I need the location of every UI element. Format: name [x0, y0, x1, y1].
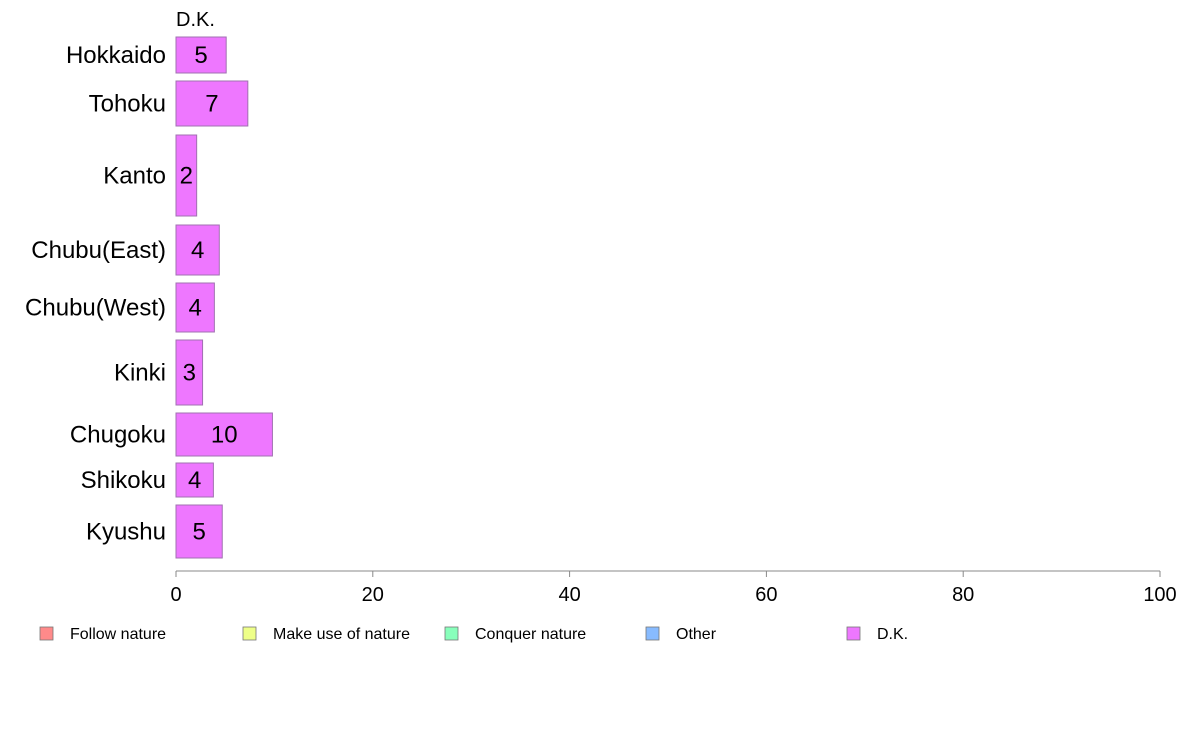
legend-label: Other	[676, 626, 717, 643]
legend-label: Make use of nature	[273, 626, 410, 643]
legend-swatch	[645, 626, 660, 641]
x-tick-label: 0	[170, 584, 181, 606]
bar-value-label: 4	[191, 237, 204, 264]
legend-label: Follow nature	[70, 626, 166, 643]
bar	[175, 339, 204, 406]
bar-value-label: 4	[189, 295, 202, 322]
region-label: Hokkaido	[66, 42, 166, 69]
x-tick-label: 80	[952, 584, 974, 606]
bar-value-label: 5	[194, 42, 207, 69]
region-label: Shikoku	[81, 467, 166, 494]
bar	[175, 224, 220, 276]
region-label: Kinki	[114, 360, 166, 387]
bar-value-label: 7	[205, 91, 218, 118]
x-tick-label: 100	[1143, 584, 1176, 606]
legend-label: Conquer nature	[475, 626, 586, 643]
bar-value-label: 3	[183, 360, 196, 387]
bar	[175, 282, 215, 333]
bar	[175, 36, 227, 74]
region-label: Chubu(East)	[31, 237, 166, 264]
x-axis: 0 20 40 60 80 100	[170, 570, 1177, 606]
region-label: Kanto	[103, 163, 166, 190]
bar	[175, 134, 198, 217]
bar-value-label: 10	[211, 422, 238, 449]
legend-swatch	[242, 626, 257, 641]
legend-label: D.K.	[877, 626, 908, 643]
x-tick-label: 60	[755, 584, 777, 606]
legend-swatch	[444, 626, 459, 641]
legend: Follow nature Make use of nature Conquer n…	[39, 626, 908, 643]
legend-swatch	[39, 626, 54, 641]
legend-swatch	[846, 626, 861, 641]
region-label: Kyushu	[86, 519, 166, 546]
region-label: Tohoku	[89, 91, 166, 118]
bar	[175, 80, 249, 127]
region-label: Chubu(West)	[25, 295, 166, 322]
bar-value-label: 4	[188, 467, 201, 494]
x-tick-label: 20	[362, 584, 384, 606]
panel-title: D.K.	[176, 9, 215, 31]
bar-value-label: 5	[192, 519, 205, 546]
bar-value-label: 2	[180, 163, 193, 190]
x-tick-label: 40	[558, 584, 580, 606]
bar	[175, 504, 223, 559]
bars: Hokkaido 5 Tohoku 7 Kanto 2 Chubu(East) 4 Chubu(…	[25, 36, 273, 559]
region-label: Chugoku	[70, 422, 166, 449]
bar	[175, 462, 214, 498]
bar	[175, 412, 273, 457]
